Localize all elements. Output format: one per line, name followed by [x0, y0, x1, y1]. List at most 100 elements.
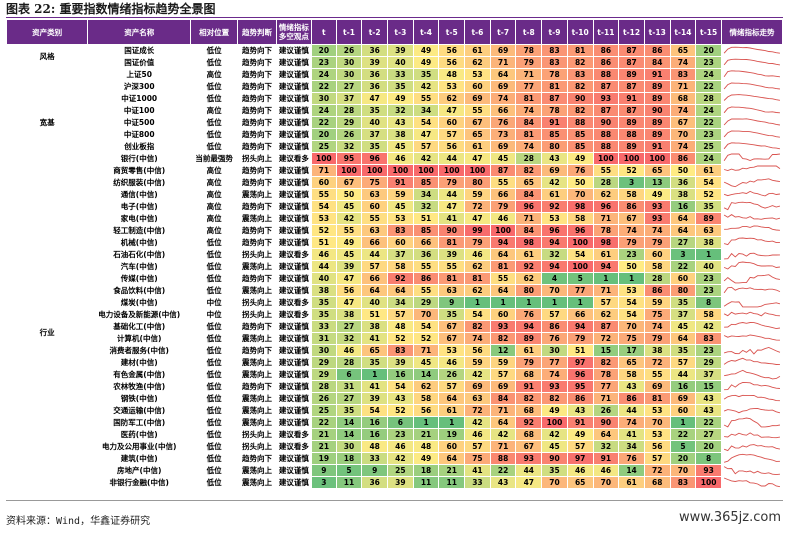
col-header-position: 相对位置 [190, 19, 239, 45]
value-cell: 93 [592, 92, 620, 105]
value-cell: 70 [412, 308, 440, 321]
value-cell: 53 [311, 212, 337, 225]
value-cell: 49 [566, 428, 594, 441]
value-cell: 56 [643, 440, 671, 453]
value-cell: 44 [311, 260, 337, 273]
value-cell: 55 [464, 104, 491, 117]
asset-name-cell: 建筑(中信) [87, 452, 192, 465]
table-row: 行业 纺织服装(中信) 高位 趋势向下 建议谨慎 60 67 75 91 85 79 80 55 65 42… [5, 176, 784, 489]
value-cell: 14 [335, 428, 363, 441]
trend-sparkline [720, 404, 784, 417]
value-cell: 45 [412, 356, 440, 369]
value-cell: 45 [335, 248, 363, 261]
value-cell: 89 [618, 116, 645, 129]
trend-judgement-cell: 震荡向上 [237, 392, 277, 405]
position-cell: 低位 [190, 344, 239, 357]
value-cell: 42 [464, 368, 491, 381]
value-cell: 40 [387, 56, 414, 69]
trend-sparkline [720, 320, 784, 333]
value-cell: 69 [669, 392, 697, 405]
position-cell: 高位 [190, 164, 239, 177]
value-cell: 25 [387, 464, 414, 477]
signal-cell: 建议谨慎 [275, 80, 313, 93]
value-cell: 59 [464, 356, 491, 369]
value-cell: 67 [669, 116, 697, 129]
value-cell: 13 [643, 176, 671, 189]
value-cell: 100 [695, 476, 722, 489]
value-cell: 63 [361, 224, 389, 237]
value-cell: 27 [669, 236, 697, 249]
position-cell: 低位 [190, 80, 239, 93]
value-cell: 76 [515, 308, 543, 321]
value-cell: 86 [592, 44, 620, 57]
value-cell: 47 [438, 104, 466, 117]
value-cell: 38 [335, 308, 363, 321]
value-cell: 35 [311, 296, 337, 309]
value-cell: 67 [438, 332, 466, 345]
value-cell: 67 [515, 440, 543, 453]
sparkline-path [723, 357, 780, 365]
trend-sparkline [720, 260, 784, 273]
asset-name-cell: 计算机(中信) [87, 332, 192, 345]
value-cell: 50 [618, 260, 645, 273]
value-cell: 60 [669, 272, 697, 285]
value-cell: 44 [669, 368, 697, 381]
value-cell: 93 [695, 464, 722, 477]
value-cell: 93 [489, 320, 517, 333]
value-cell: 69 [541, 164, 568, 177]
value-cell: 59 [387, 188, 414, 201]
value-cell: 82 [515, 392, 543, 405]
value-cell: 46 [489, 212, 517, 225]
signal-cell: 建议谨慎 [275, 68, 313, 81]
trend-judgement-cell: 趋势向下 [237, 116, 277, 129]
table-row: 建材(中信) 低位 震荡向上 建议谨慎 29 28 35 39 45 46 59 59 79 77 97 82… [7, 356, 784, 369]
asset-name-cell: 消费者服务(中信) [87, 344, 192, 357]
value-cell: 78 [515, 44, 543, 57]
value-cell: 42 [335, 212, 363, 225]
value-cell: 43 [695, 404, 722, 417]
trend-judgement-cell: 震荡向上 [237, 368, 277, 381]
col-header-period: t-14 [669, 19, 697, 45]
trend-judgement-cell: 震荡向上 [237, 404, 277, 417]
asset-name-cell: 中证100 [87, 104, 192, 117]
value-cell: 53 [643, 428, 671, 441]
value-cell: 55 [412, 92, 440, 105]
value-cell: 44 [438, 188, 466, 201]
sparkline-path [724, 322, 780, 330]
table-row: 创业板指 低位 趋势向下 建议谨慎 25 32 35 45 57 56 61 69 74 80 85 88 89… [7, 140, 784, 153]
value-cell: 78 [541, 104, 568, 117]
trend-sparkline [720, 428, 784, 441]
sparkline-path [724, 432, 780, 439]
sparkline-path [723, 477, 780, 488]
value-cell: 30 [335, 68, 363, 81]
value-cell: 37 [387, 248, 414, 261]
signal-cell: 建议谨慎 [275, 236, 313, 249]
value-cell: 33 [311, 320, 337, 333]
trend-sparkline [720, 92, 784, 105]
value-cell: 57 [592, 296, 620, 309]
value-cell: 39 [387, 356, 414, 369]
value-cell: 25 [311, 404, 337, 417]
table-row: 家电(中信) 高位 震荡向上 建议谨慎 53 42 55 53 51 41 47 46 71 53 58 71… [7, 212, 784, 225]
value-cell: 60 [489, 308, 517, 321]
value-cell: 81 [515, 92, 543, 105]
value-cell: 65 [361, 344, 389, 357]
value-cell: 52 [618, 164, 645, 177]
value-cell: 18 [335, 452, 363, 465]
value-cell: 74 [643, 320, 671, 333]
signal-cell: 建议谨慎 [275, 200, 313, 213]
trend-sparkline [720, 68, 784, 81]
asset-name-cell: 房地产(中信) [87, 464, 192, 477]
value-cell: 1 [412, 416, 440, 429]
value-cell: 58 [618, 368, 645, 381]
value-cell: 100 [643, 152, 671, 165]
value-cell: 58 [387, 260, 414, 273]
value-cell: 40 [695, 260, 722, 273]
value-cell: 82 [489, 332, 517, 345]
trend-judgement-cell: 趋势向下 [237, 236, 277, 249]
value-cell: 100 [335, 164, 363, 177]
value-cell: 56 [335, 284, 363, 297]
position-cell: 低位 [190, 464, 239, 477]
trend-sparkline [720, 476, 784, 489]
value-cell: 74 [643, 224, 671, 237]
